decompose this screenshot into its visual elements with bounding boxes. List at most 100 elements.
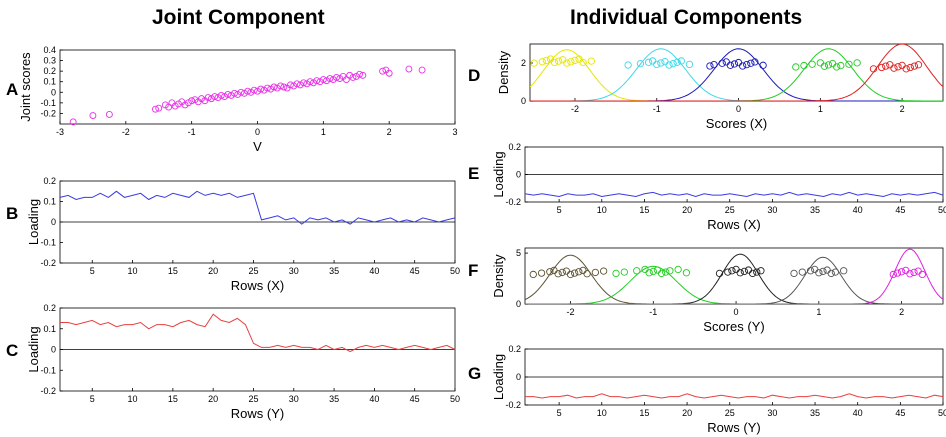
x-tick-label-d: 1 [818,104,823,114]
score-point-d-0 [538,58,546,66]
score-point-d-2 [738,62,747,70]
score-point-f-4 [914,267,922,275]
score-point-d-1 [661,57,669,66]
panel-label-a: A [6,80,19,99]
score-point-d-2 [710,60,718,69]
score-point-f-4 [918,270,926,279]
score-point-d-2 [743,60,751,69]
x-tick-label-f: -1 [649,307,657,317]
scatter-point-a [204,94,212,102]
score-point-d-4 [869,65,878,73]
density-curve-d-3 [530,48,943,101]
score-point-d-2 [734,58,743,67]
score-point-d-3 [824,61,833,69]
panel-label-d: D [468,66,481,85]
score-point-d-4 [902,65,910,73]
x-tick-label-g: 10 [597,408,607,418]
score-point-d-1 [677,57,685,65]
scatter-point-a [105,111,113,118]
score-point-d-4 [878,63,886,72]
score-point-d-0 [571,56,579,65]
score-point-f-3 [798,268,806,276]
x-tick-label-e: 25 [725,205,735,215]
score-point-d-2 [706,62,714,70]
x-tick-label-c: 45 [410,394,420,404]
score-point-d-3 [808,60,816,68]
x-tick-label-a: -2 [122,127,130,137]
scatter-point-a [257,85,265,93]
score-point-f-3 [806,267,815,275]
score-point-d-2 [747,59,755,67]
y-tick-label-c: 0 [51,345,56,355]
y-tick-label-g: -0.2 [505,400,521,410]
scatter-point-a [286,81,294,89]
x-tick-label-b: 15 [168,266,178,276]
y-tick-label-a: 0.4 [43,45,56,55]
x-tick-label-a: 1 [321,127,326,137]
score-point-f-0 [583,270,591,278]
x-tick-label-c: 25 [248,394,258,404]
score-point-f-4 [897,268,906,276]
x-tick-label-g: 5 [557,408,562,418]
scatter-point-a [405,65,413,73]
score-point-d-2 [751,58,759,66]
x-tick-label-b: 25 [248,266,258,276]
score-point-d-3 [792,63,800,71]
score-point-d-0 [587,57,595,65]
individual-section-title: Individual Components [570,6,803,29]
scatter-point-a [293,80,301,88]
scatter-point-a [379,67,387,75]
score-point-f-4 [889,270,897,279]
score-point-d-1 [669,60,677,68]
score-point-f-2 [748,269,757,278]
score-point-f-2 [728,267,736,275]
density-curve-d-4 [530,44,943,101]
score-point-f-4 [906,270,914,278]
x-tick-label-b: 5 [90,266,95,276]
x-tick-label-a: 3 [452,127,457,137]
scatter-point-a [356,70,363,78]
score-point-d-4 [906,63,914,72]
x-tick-label-f: -2 [567,307,575,317]
score-point-d-0 [554,57,563,65]
score-point-d-1 [636,60,645,68]
scatter-point-a [326,75,334,82]
score-point-f-2 [724,268,732,276]
x-axis-label-e: Rows (X) [707,217,760,232]
score-point-f-1 [645,269,653,277]
score-point-f-1 [649,267,657,276]
x-tick-label-g: 15 [639,408,649,418]
x-axis-label-b: Rows (X) [231,278,284,293]
scatter-point-a [306,78,314,86]
x-tick-label-b: 10 [128,266,138,276]
x-tick-label-d: 2 [900,104,905,114]
x-tick-label-e: 50 [938,205,946,215]
scatter-point-a [152,105,159,113]
score-point-d-4 [886,61,894,69]
scatter-point-a [231,89,238,97]
density-curve-d-1 [530,48,943,101]
score-point-d-1 [644,58,653,66]
score-point-f-1 [641,265,649,274]
panel-label-f: F [468,261,479,280]
score-point-d-4 [914,61,923,69]
x-tick-label-c: 10 [128,394,138,404]
y-tick-label-c: -0.2 [40,386,56,396]
score-point-f-3 [790,269,798,278]
score-point-d-2 [726,61,735,69]
x-tick-label-c: 20 [208,394,218,404]
x-tick-label-e: 45 [895,205,905,215]
score-point-f-2 [732,265,740,274]
x-tick-label-d: 0 [736,104,741,114]
score-point-d-2 [718,59,726,67]
y-tick-label-a: 0.2 [43,66,56,76]
scatter-point-a [250,86,258,94]
score-point-f-1 [633,267,641,275]
x-tick-label-f: 1 [816,307,821,317]
y-tick-label-a: -0.2 [40,108,56,118]
x-tick-label-g: 30 [767,408,777,418]
score-point-f-0 [571,269,579,277]
score-point-d-0 [559,56,567,64]
plot-frame-a [59,49,456,125]
y-tick-label-b: -0.2 [40,258,56,268]
